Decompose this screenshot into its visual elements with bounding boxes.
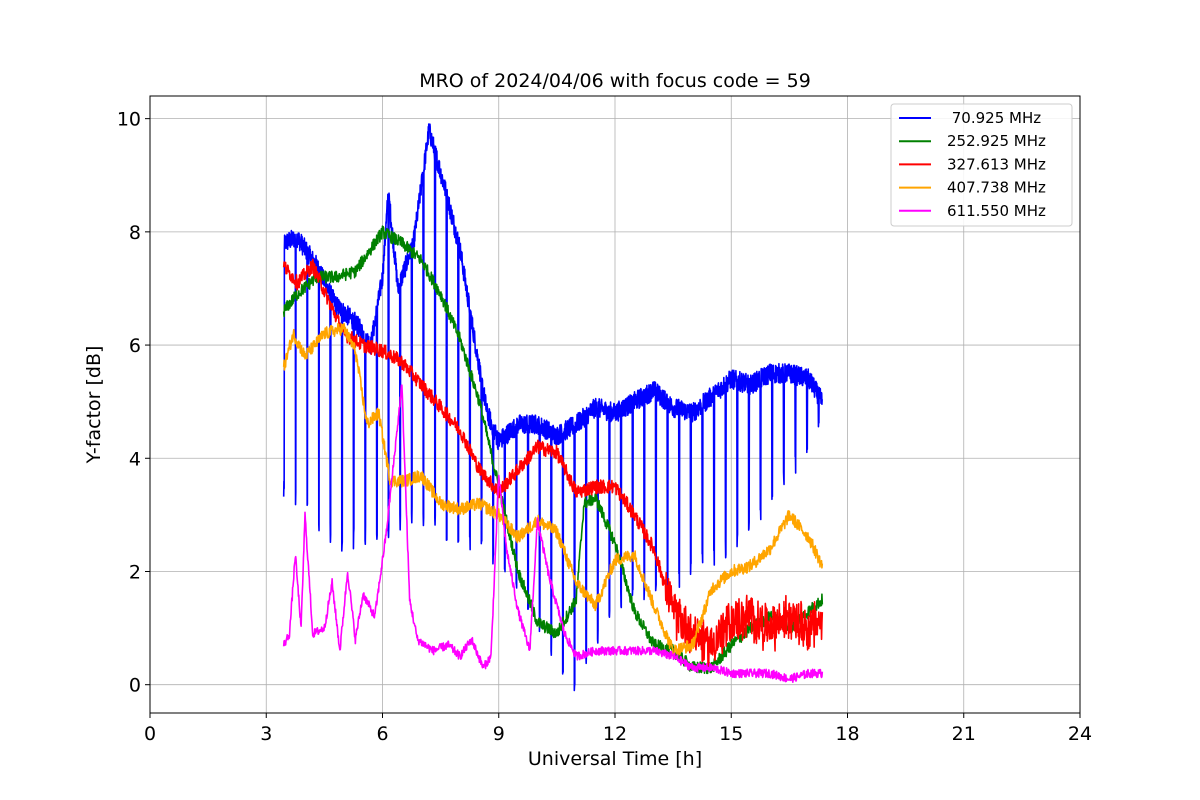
x-tick-label: 6 bbox=[376, 723, 388, 745]
x-axis-ticks: 0 3 6 9 12 15 18 21 24 bbox=[144, 713, 1092, 745]
legend-label: 252.925 MHz bbox=[947, 132, 1046, 150]
y-tick-label: 6 bbox=[129, 335, 141, 357]
series-line bbox=[282, 123, 823, 692]
legend-label: 611.550 MHz bbox=[947, 202, 1046, 220]
y-axis-ticks: 0 2 4 6 8 10 bbox=[117, 109, 150, 697]
legend-label: 327.613 MHz bbox=[947, 155, 1046, 173]
x-axis-label: Universal Time [h] bbox=[528, 748, 702, 770]
y-tick-label: 10 bbox=[117, 109, 141, 131]
legend-box bbox=[890, 103, 1073, 227]
series-line bbox=[282, 225, 824, 675]
y-tick-label: 0 bbox=[129, 675, 141, 697]
x-tick-label: 18 bbox=[835, 723, 859, 745]
y-tick-label: 8 bbox=[129, 222, 141, 244]
x-tick-label: 3 bbox=[260, 723, 272, 745]
legend-label: 407.738 MHz bbox=[947, 179, 1046, 197]
x-tick-label: 9 bbox=[493, 723, 505, 745]
series-line bbox=[282, 384, 824, 684]
legend-label: 70.925 MHz bbox=[947, 109, 1041, 127]
series-layer bbox=[282, 123, 824, 692]
y-tick-label: 2 bbox=[129, 561, 141, 583]
chart-title: MRO of 2024/04/06 with focus code = 59 bbox=[419, 70, 811, 92]
x-tick-label: 15 bbox=[719, 723, 743, 745]
legend: 70.925 MHz 252.925 MHz 327.613 MHz 407.738 … bbox=[890, 103, 1073, 227]
x-tick-label: 0 bbox=[144, 723, 156, 745]
series-line bbox=[282, 258, 824, 667]
series-line bbox=[282, 323, 824, 658]
x-tick-label: 24 bbox=[1068, 723, 1092, 745]
y-axis-label: Y-factor [dB] bbox=[83, 346, 105, 465]
y-tick-label: 4 bbox=[129, 448, 141, 470]
x-tick-label: 12 bbox=[603, 723, 627, 745]
x-tick-label: 21 bbox=[952, 723, 976, 745]
